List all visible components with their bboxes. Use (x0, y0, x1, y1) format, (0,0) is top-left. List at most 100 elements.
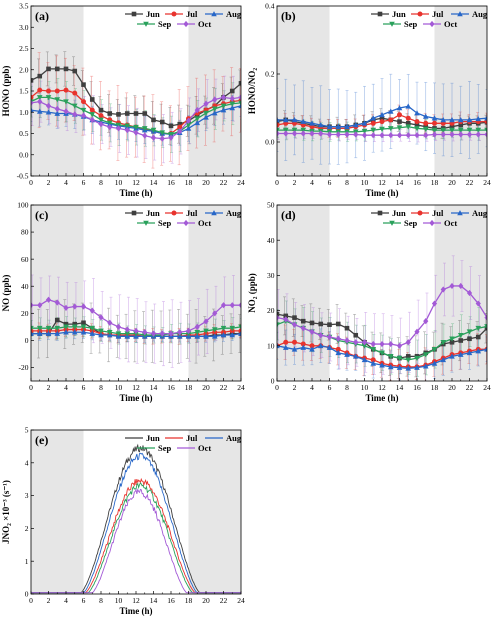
x-tick-label: 14 (150, 383, 158, 392)
y-tick-label: 50 (267, 201, 275, 210)
x-tick-label: 8 (99, 383, 103, 392)
data-point-Oct (283, 316, 289, 323)
data-point-Sep (431, 347, 438, 353)
data-point-Sep (361, 343, 368, 349)
x-tick-label: 16 (167, 596, 175, 605)
data-point-Aug (379, 362, 385, 368)
data-point-Sep (98, 117, 104, 123)
x-tick-label: 14 (396, 383, 404, 392)
data-point-Jun (116, 112, 121, 117)
panel-label: (d) (281, 208, 296, 222)
data-point-Jul (63, 87, 69, 93)
data-point-Jun (177, 121, 183, 127)
y-axis-label: JNO₂ ×10⁻³ (s⁻¹) (1, 480, 11, 544)
y-tick-label: 4 (25, 458, 29, 467)
data-point-Jul (423, 120, 429, 126)
data-point-Sep (396, 355, 403, 362)
data-point-Oct (277, 130, 280, 137)
data-point-Sep (449, 336, 455, 342)
data-point-Oct (203, 318, 209, 325)
data-point-Jun (124, 111, 130, 116)
data-point-Sep (379, 126, 385, 132)
data-point-Oct (335, 335, 341, 342)
data-point-Aug (422, 363, 429, 369)
data-point-Sep (36, 95, 43, 101)
data-point-Aug (54, 110, 61, 116)
data-point-Aug (229, 332, 236, 338)
data-point-Oct (318, 332, 324, 339)
x-axis-label: Time (h) (119, 393, 152, 403)
x-tick-label: 2 (293, 178, 297, 187)
x-tick-label: 10 (115, 383, 123, 392)
data-point-Sep (31, 325, 34, 332)
x-tick-label: 16 (413, 178, 421, 187)
data-point-Jun (475, 334, 481, 340)
data-point-Aug (405, 103, 412, 109)
x-tick-label: 18 (185, 596, 193, 605)
plot-area (277, 255, 487, 381)
data-point-Oct (335, 131, 341, 138)
data-point-Oct (115, 323, 122, 330)
data-point-Sep (277, 322, 280, 328)
data-point-Aug (440, 117, 447, 123)
data-point-Oct (168, 330, 174, 337)
data-point-Aug (36, 330, 43, 336)
data-point-Sep (422, 352, 429, 358)
x-tick-label: 12 (378, 178, 386, 187)
data-point-Oct (388, 340, 394, 348)
data-point-Sep (414, 355, 420, 362)
data-point-Jul (89, 107, 95, 113)
data-point-Jun (327, 322, 332, 327)
data-point-Oct (159, 330, 165, 337)
data-point-Oct (414, 328, 420, 335)
x-tick-label: 22 (466, 383, 474, 392)
x-tick-label: 0 (275, 383, 279, 392)
data-point-Oct (177, 329, 183, 336)
data-point-Jul (335, 346, 341, 352)
data-point-Jun (89, 97, 95, 102)
legend-marker-Jun (131, 11, 137, 17)
legend-marker-Jun (377, 210, 383, 216)
data-point-Sep (45, 95, 52, 101)
data-point-Jul (46, 88, 51, 94)
data-point-Jun (54, 66, 60, 72)
x-tick-label: 2 (293, 383, 297, 392)
data-point-Oct (326, 131, 333, 138)
legend-label-Aug: Aug (472, 208, 488, 218)
x-tick-label: 2 (47, 383, 51, 392)
data-point-Jun (142, 111, 148, 116)
panel-label: (a) (35, 9, 49, 23)
x-tick-label: 20 (202, 178, 210, 187)
data-point-Aug (431, 360, 438, 366)
data-point-Aug (361, 356, 368, 363)
panel-label: (e) (35, 433, 48, 447)
x-tick-label: 10 (115, 596, 123, 605)
night-shade (434, 6, 487, 176)
x-tick-label: 24 (483, 178, 491, 187)
legend-label-Jul: Jul (432, 208, 444, 218)
x-tick-label: 6 (82, 383, 86, 392)
data-point-Oct (142, 132, 148, 139)
data-point-Jun (414, 122, 420, 128)
data-point-Aug (211, 110, 218, 116)
panel-label: (b) (281, 9, 296, 23)
data-point-Aug (54, 330, 61, 336)
data-point-Sep (370, 347, 377, 353)
data-point-Sep (124, 123, 131, 129)
data-point-Sep (238, 324, 241, 330)
data-point-Aug (431, 115, 438, 121)
data-point-Jul (292, 339, 297, 345)
data-point-Oct (133, 327, 139, 335)
data-point-Oct (229, 302, 235, 309)
data-point-Jun (353, 332, 359, 338)
x-axis-label: Time (h) (119, 188, 152, 198)
x-tick-label: 24 (237, 596, 245, 605)
x-tick-label: 0 (29, 596, 33, 605)
data-point-Sep (115, 331, 122, 337)
data-point-Oct (344, 131, 350, 138)
data-point-Sep (203, 328, 209, 334)
data-point-Oct (150, 134, 157, 141)
data-point-Jun (98, 107, 104, 113)
data-point-Sep (63, 324, 69, 330)
data-point-Sep (431, 127, 438, 133)
